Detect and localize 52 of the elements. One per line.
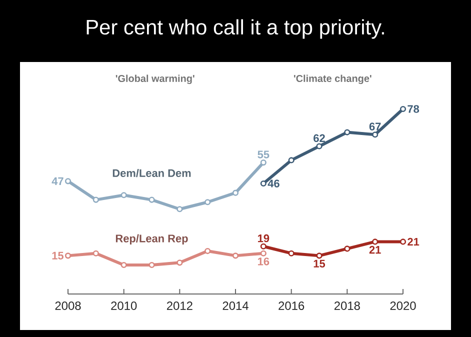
series-label: Rep/Lean Rep	[116, 234, 188, 244]
point	[120, 262, 127, 268]
point	[400, 106, 406, 112]
data-label: 62	[314, 134, 325, 142]
point	[176, 206, 183, 212]
data-label: 15	[52, 252, 64, 260]
point	[64, 178, 72, 184]
point	[372, 238, 378, 245]
x-tick-label: 2018	[334, 302, 360, 310]
point	[288, 250, 294, 256]
data-label: 19	[258, 234, 270, 242]
data-label: 47	[52, 177, 64, 185]
point	[288, 157, 294, 164]
point	[148, 196, 155, 203]
x-tick-label: 2016	[278, 302, 304, 310]
point	[232, 190, 239, 196]
x-tick-label: 2014	[222, 302, 248, 310]
point	[204, 248, 211, 254]
point	[148, 262, 155, 268]
point	[344, 246, 350, 252]
data-label: 15	[314, 260, 326, 268]
data-label: 67	[369, 122, 381, 130]
data-label: 78	[408, 105, 420, 113]
point	[232, 252, 239, 259]
point	[92, 196, 99, 203]
chart-title: Per cent who call it a top priority.	[86, 19, 384, 39]
series-label: Dem/Lean Dem	[112, 168, 191, 178]
text: 'Global warming'	[116, 74, 194, 84]
point	[316, 143, 322, 150]
point	[260, 243, 266, 250]
point	[64, 252, 72, 259]
point	[260, 160, 266, 166]
x-tick-label: 2008	[55, 302, 81, 310]
point	[344, 129, 350, 136]
x-tick-label: 2020	[390, 302, 416, 310]
x-tick-label: 2010	[111, 302, 137, 310]
point	[176, 260, 183, 266]
point	[92, 250, 99, 256]
data-label: 21	[408, 238, 420, 246]
point	[260, 250, 266, 256]
point	[120, 192, 127, 198]
data-label: 16	[258, 258, 270, 266]
point	[400, 238, 406, 245]
point	[316, 252, 322, 259]
data-label: 55	[258, 150, 270, 158]
point	[204, 199, 211, 206]
text: 'Climate change'	[294, 74, 372, 84]
data-label: 21	[369, 246, 381, 254]
point	[372, 132, 378, 138]
x-tick-label: 2012	[166, 302, 192, 310]
point	[260, 180, 266, 187]
data-label: 46	[268, 180, 280, 188]
